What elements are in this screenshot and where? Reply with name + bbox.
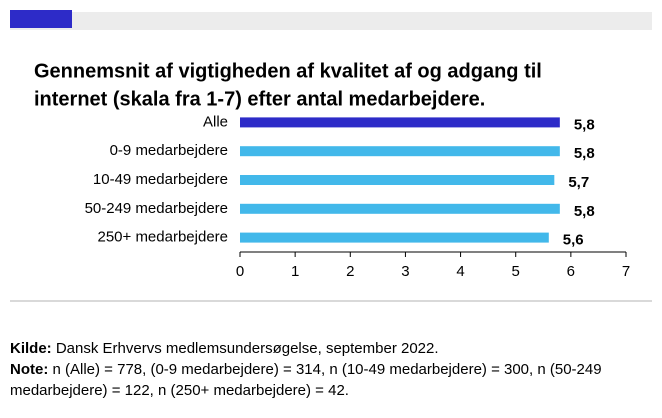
bar [240, 203, 560, 214]
value-label: 5,8 [574, 145, 595, 162]
source-label: Kilde: [10, 340, 52, 357]
source: Kilde: Dansk Erhvervs medlemsundersøgels… [10, 338, 650, 359]
x-tick-label: 6 [567, 263, 575, 280]
y-tick-label: 0-9 medarbejdere [110, 142, 228, 159]
note-label: Note: [10, 361, 49, 378]
chart-title: internet (skala fra 1-7) efter antal med… [34, 88, 485, 110]
header-tab [10, 10, 72, 28]
bar [240, 117, 560, 128]
value-label: 5,6 [563, 232, 584, 249]
x-tick-label: 0 [236, 263, 244, 280]
y-tick-label: 50-249 medarbejdere [85, 200, 228, 217]
x-tick-label: 5 [512, 263, 520, 280]
source-text: Dansk Erhvervs medlemsundersøgelse, sept… [51, 340, 439, 357]
value-label: 5,7 [568, 174, 589, 191]
bar [240, 232, 549, 243]
y-tick-label: 10-49 medarbejdere [93, 171, 228, 188]
y-tick-label: Alle [203, 113, 228, 130]
x-tick-label: 4 [456, 263, 464, 280]
note: Note: n (Alle) = 778, (0-9 medarbejdere)… [10, 359, 650, 401]
chart-title: Gennemsnit af vigtigheden af kvalitet af… [34, 60, 542, 82]
bar [240, 175, 555, 185]
value-label: 5,8 [574, 203, 595, 220]
header-band [10, 12, 652, 30]
bar [240, 146, 560, 157]
x-tick-label: 2 [346, 263, 354, 280]
value-label: 5,8 [574, 116, 595, 133]
note-text: n (Alle) = 778, (0-9 medarbejdere) = 314… [10, 361, 602, 399]
footnote: Kilde: Dansk Erhvervs medlemsundersøgels… [10, 338, 650, 401]
x-tick-label: 3 [401, 263, 409, 280]
x-tick-label: 7 [622, 263, 630, 280]
y-tick-label: 250+ medarbejdere [97, 229, 228, 246]
x-tick-label: 1 [291, 263, 299, 280]
